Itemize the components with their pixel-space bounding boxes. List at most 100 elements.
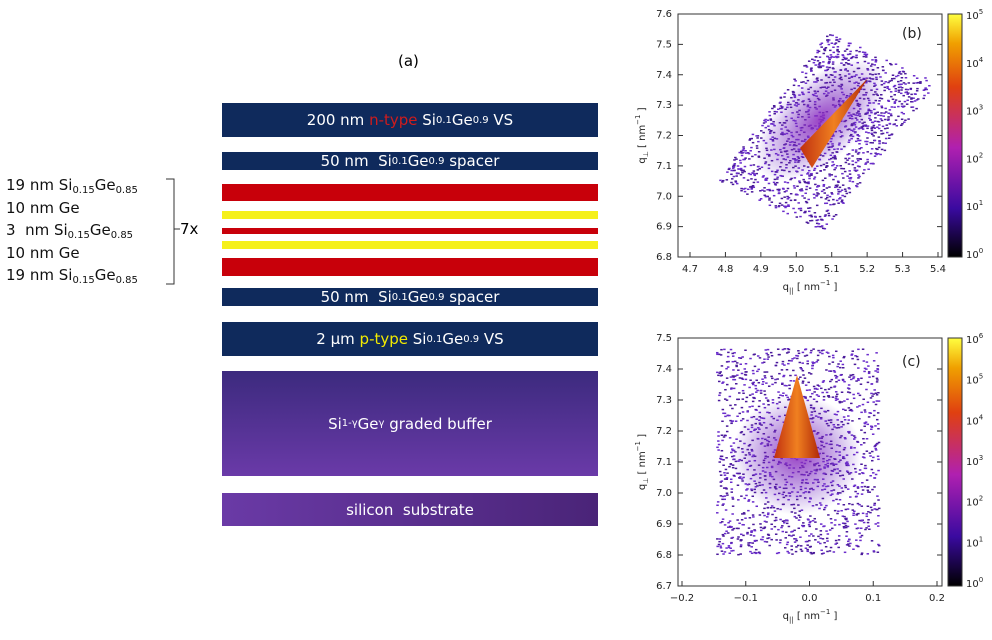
speckle (860, 505, 864, 507)
speckle (860, 552, 864, 554)
speckle (786, 181, 790, 184)
speckle (772, 194, 776, 197)
speckle (811, 520, 815, 522)
speckle (904, 119, 907, 122)
speckle (824, 214, 827, 216)
speckle (822, 349, 825, 351)
speckle (787, 205, 790, 207)
speckle (733, 164, 736, 167)
speckle (792, 534, 795, 536)
speckle (721, 518, 725, 520)
speckle (886, 87, 889, 90)
speckle (825, 187, 829, 189)
speckle (799, 190, 803, 192)
speckle (855, 56, 858, 59)
subscript: γ (378, 418, 385, 429)
speckle (882, 69, 885, 72)
speckle (907, 92, 910, 94)
speckle (858, 50, 861, 53)
speckle (823, 541, 826, 544)
x-tick-label: 5.0 (788, 264, 804, 275)
speckle (717, 443, 721, 446)
speckle (822, 552, 825, 554)
speckle (814, 226, 818, 228)
speckle (804, 530, 808, 532)
speckle (855, 54, 858, 57)
speckle (866, 486, 869, 488)
speckle (864, 421, 868, 423)
speckle (780, 197, 784, 200)
speckle (785, 543, 789, 546)
speckle (906, 93, 909, 95)
speckle (806, 550, 809, 553)
speckle (867, 371, 871, 373)
speckle (843, 515, 846, 518)
speckle (783, 384, 787, 387)
speckle (899, 86, 902, 88)
speckle (717, 431, 720, 433)
speckle (842, 527, 846, 529)
speckle (802, 374, 805, 376)
x-tick-label: 5.1 (824, 264, 840, 275)
speckle (893, 94, 897, 96)
speckle (874, 425, 877, 427)
speckle (865, 513, 869, 515)
speckle (865, 53, 869, 56)
speckle (888, 109, 892, 111)
speckle (829, 57, 832, 59)
speckle (904, 77, 908, 79)
speckle (855, 514, 859, 516)
speckle (749, 357, 752, 360)
speckle (910, 100, 913, 103)
speckle (872, 360, 876, 362)
speckle (854, 355, 857, 357)
speckle (865, 56, 868, 58)
y-tick-label: 7.5 (656, 333, 672, 344)
speckle (738, 168, 741, 170)
speckle (898, 100, 901, 103)
speckle (809, 515, 812, 517)
speckle (771, 189, 775, 192)
speckle (753, 174, 757, 177)
repeat-label: 7x (180, 220, 199, 238)
speckle (835, 542, 839, 544)
speckle (877, 469, 880, 472)
speckle (888, 123, 892, 125)
speckle (807, 207, 810, 209)
speckle (845, 535, 848, 537)
speckle (894, 90, 897, 92)
speckle (843, 170, 847, 173)
speckle (917, 98, 920, 100)
speckle (792, 84, 796, 87)
speckle (829, 380, 832, 383)
speckle (741, 171, 744, 174)
speckle (820, 196, 823, 199)
speckle (805, 354, 809, 357)
speckle (838, 400, 841, 403)
speckle (721, 542, 725, 545)
speckle (867, 525, 870, 527)
speckle (746, 410, 750, 412)
speckle (790, 545, 793, 547)
speckle (839, 360, 842, 362)
speckle (874, 61, 878, 63)
speckle (890, 114, 893, 117)
speckle (763, 393, 767, 396)
speckle (743, 513, 746, 515)
speckle (902, 71, 906, 73)
speckle (887, 99, 890, 102)
speckle (874, 523, 877, 525)
speckle (834, 350, 838, 353)
speckle (728, 525, 732, 528)
speckle (837, 503, 840, 505)
speckle (867, 132, 870, 134)
speckle (734, 180, 737, 182)
speckle (759, 389, 763, 392)
speckle (756, 355, 760, 357)
superscript: 4 (979, 56, 984, 64)
speckle (857, 378, 860, 380)
speckle (723, 348, 726, 351)
speckle (825, 223, 829, 225)
speckle (890, 95, 893, 98)
speckle (747, 499, 751, 501)
